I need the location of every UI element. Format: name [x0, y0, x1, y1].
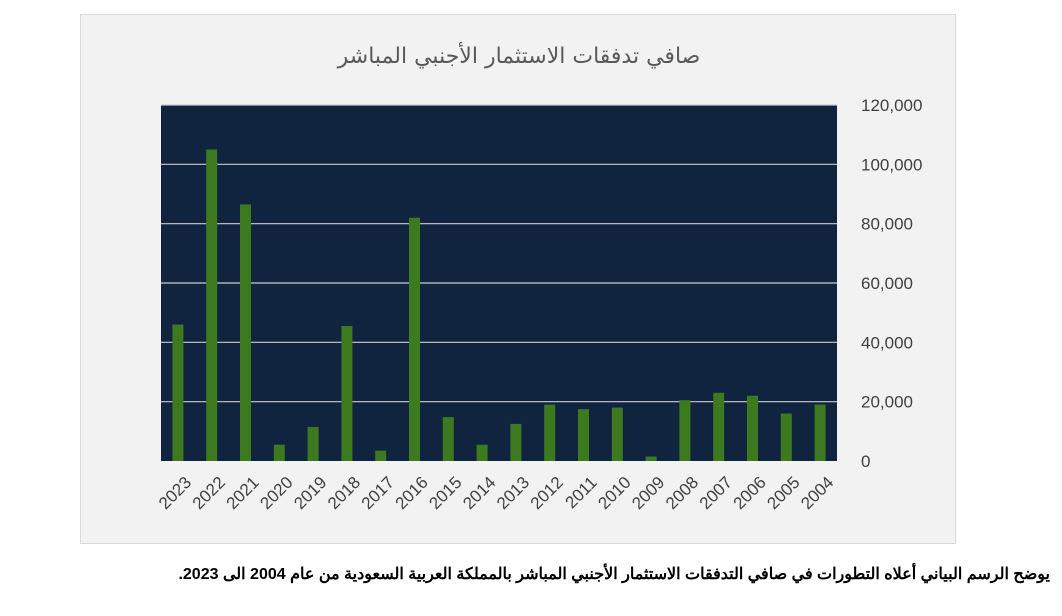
- x-tick-label: 2006: [730, 473, 770, 513]
- y-tick-label: 60,000: [861, 274, 913, 293]
- y-tick-label: 40,000: [861, 333, 913, 352]
- x-tick-label: 2012: [527, 473, 567, 513]
- chart-frame: صافي تدفقات الاستثمار الأجنبي المباشر 0 2…: [80, 14, 956, 544]
- x-tick-label: 2011: [562, 473, 601, 512]
- y-tick-label: 0: [861, 452, 870, 471]
- x-axis-ticks: 2023202220212020201920182017201620152014…: [155, 473, 837, 513]
- x-tick-label: 2008: [662, 473, 702, 513]
- x-tick-label: 2013: [493, 473, 533, 513]
- y-tick-label: 20,000: [861, 393, 913, 412]
- bar-2020: [273, 444, 285, 461]
- bars: [172, 149, 826, 461]
- x-tick-label: 2014: [459, 473, 499, 513]
- bar-2023: [172, 324, 184, 461]
- grid-lines: [161, 104, 837, 403]
- x-tick-label: 2007: [696, 473, 736, 513]
- x-tick-label: 2017: [358, 473, 398, 513]
- bar-2012: [544, 404, 556, 461]
- bar-2013: [510, 423, 522, 461]
- bar-2011: [578, 409, 589, 461]
- bar-2008: [679, 400, 691, 461]
- bar-2021: [240, 204, 251, 461]
- bar-2010: [611, 407, 623, 461]
- x-tick-label: 2018: [324, 473, 364, 513]
- y-tick-label: 80,000: [861, 215, 913, 234]
- x-tick-label: 2023: [155, 473, 195, 513]
- y-tick-label: 120,000: [861, 96, 922, 115]
- x-tick-label: 2015: [425, 473, 465, 513]
- x-tick-label: 2019: [290, 473, 330, 513]
- bar-2009: [645, 456, 657, 461]
- bar-2005: [780, 413, 792, 461]
- x-tick-label: 2010: [594, 473, 634, 513]
- bar-2004: [814, 404, 826, 461]
- bar-2016: [409, 217, 420, 461]
- chart-caption: يوضح الرسم البياني أعلاه التطورات في صاف…: [178, 566, 1050, 583]
- bar-2022: [206, 149, 218, 461]
- bar-2014: [476, 444, 488, 461]
- bar-2015: [442, 417, 454, 461]
- bar-2007: [713, 392, 725, 461]
- x-tick-label: 2004: [797, 473, 837, 513]
- y-tick-label: 100,000: [861, 155, 922, 174]
- chart-title: صافي تدفقات الاستثمار الأجنبي المباشر: [337, 42, 701, 69]
- chart-svg: صافي تدفقات الاستثمار الأجنبي المباشر 0 2…: [155, 42, 922, 513]
- bar-2006: [747, 395, 758, 461]
- x-tick-label: 2009: [628, 473, 668, 513]
- x-tick-label: 2022: [189, 473, 229, 513]
- x-tick-label: 2005: [763, 473, 803, 513]
- x-tick-label: 2016: [392, 473, 432, 513]
- x-tick-label: 2021: [223, 473, 263, 513]
- bar-2018: [341, 326, 353, 461]
- bar-2019: [307, 426, 319, 461]
- bar-2017: [375, 450, 387, 461]
- y-axis-ticks: 0 20,000 40,000 60,000 80,000 100,000 120,000: [861, 96, 922, 471]
- x-tick-label: 2020: [256, 473, 296, 513]
